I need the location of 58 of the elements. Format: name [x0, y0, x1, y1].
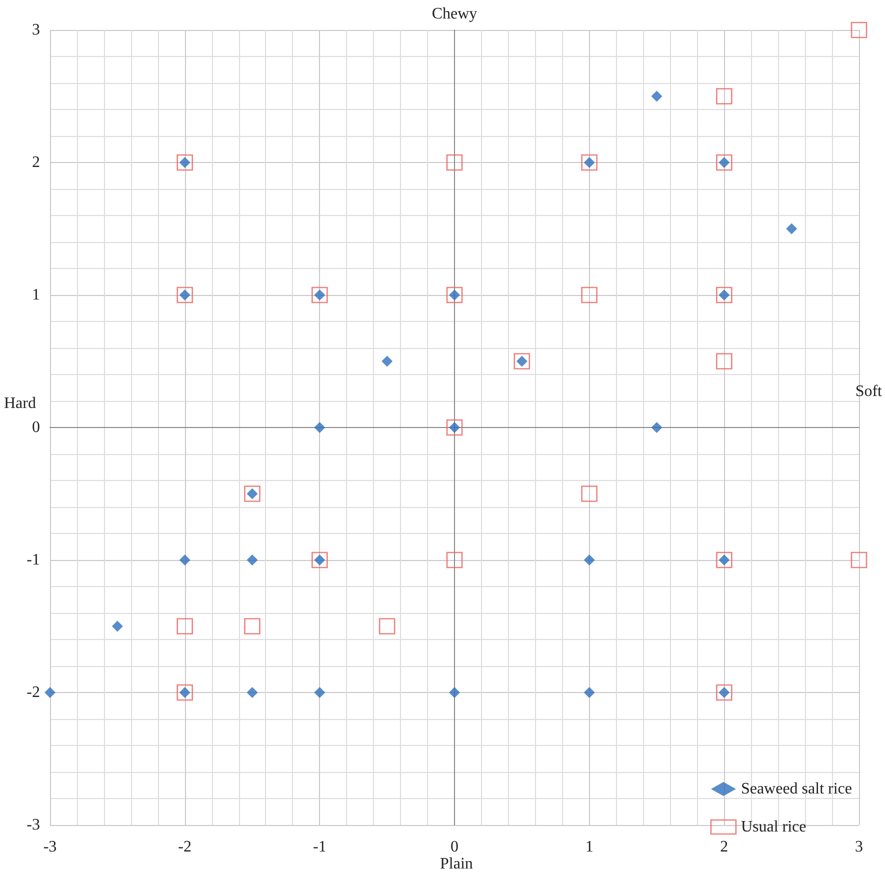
point: [651, 90, 662, 102]
point: [246, 554, 258, 566]
point: [716, 286, 732, 304]
legend-label: Usual rice: [740, 818, 806, 836]
point: [716, 552, 732, 568]
point: [850, 22, 868, 38]
point: [176, 286, 193, 304]
point: [716, 88, 732, 104]
point: [449, 687, 460, 698]
text: Plain: [440, 856, 473, 872]
x-tick-label: -2: [178, 838, 192, 856]
legend-label: Seaweed salt rice: [740, 780, 852, 798]
point: [581, 154, 598, 171]
point: [716, 154, 732, 171]
point: [581, 286, 598, 304]
point: [382, 356, 393, 367]
point: [246, 687, 258, 698]
x-tick-label: 0: [450, 838, 458, 856]
y-tick-label: 3: [32, 22, 40, 38]
text: Hard: [4, 395, 36, 412]
y-tick-label: 2: [32, 154, 40, 171]
point: [378, 618, 396, 634]
x-tick-label: 1: [585, 838, 594, 856]
point: [446, 419, 463, 436]
point: [850, 552, 868, 568]
point: [312, 552, 328, 568]
y-tick-label: 1: [32, 286, 40, 304]
point: [446, 286, 463, 304]
point: [44, 687, 56, 698]
point: [176, 684, 193, 701]
x-tick-label: 2: [720, 838, 728, 856]
point: [514, 353, 530, 370]
point: [446, 552, 463, 568]
y-tick-label: -2: [26, 684, 40, 701]
point: [651, 422, 662, 433]
point: [446, 154, 463, 171]
point: [244, 618, 260, 634]
x-tick-label: -3: [43, 838, 57, 856]
x-tick-label: 3: [855, 838, 863, 856]
point: [584, 687, 595, 698]
point: [314, 687, 326, 698]
point: [112, 620, 123, 632]
y-tick-label: -3: [26, 816, 40, 834]
y-axis-title: Chewy: [432, 6, 478, 22]
point: [312, 286, 328, 304]
point: [716, 684, 732, 701]
point: [584, 554, 595, 566]
x-axis-title: Soft: [855, 383, 883, 400]
point: [581, 486, 598, 502]
point: [314, 422, 326, 433]
point: [179, 554, 190, 566]
point: [716, 353, 732, 370]
y-tick-label: -1: [26, 552, 40, 568]
point: [176, 154, 193, 171]
x-tick-label: -1: [313, 838, 326, 856]
y-tick-label: 0: [32, 419, 40, 436]
point: [786, 223, 798, 234]
point: [176, 618, 193, 634]
